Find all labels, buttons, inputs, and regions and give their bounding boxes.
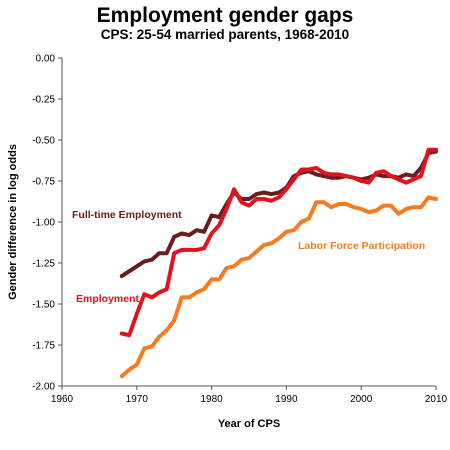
tick-labels: 0.00 -0.25 -0.50 -0.75 -1.00 -1.25 -1.50 -1.75 -…	[32, 54, 447, 406]
x-tick-label: 1960	[51, 394, 74, 405]
y-tick-label: -0.75	[32, 177, 55, 188]
y-tick-label: -1.75	[32, 341, 55, 352]
y-axis-title: Gender difference in log odds	[7, 144, 19, 300]
series-labels: Full-time Employment Employment Labor Forc…	[72, 209, 425, 305]
full-time-employment-label: Full-time Employment	[72, 209, 182, 221]
x-tick-label: 2000	[350, 394, 373, 405]
x-axis-title: Year of CPS	[218, 418, 280, 430]
y-tick-label: -2.00	[32, 382, 55, 393]
employment-line	[119, 147, 438, 338]
employment-label: Employment	[76, 293, 140, 305]
chart-subtitle: CPS: 25-54 married parents, 1968-2010	[100, 27, 350, 42]
x-tick-label: 2010	[425, 394, 448, 405]
x-tick-label: 1990	[275, 394, 298, 405]
full-time-employment-line	[119, 149, 438, 279]
y-tick-label: 0.00	[36, 54, 56, 65]
y-tick-label: -0.50	[32, 136, 55, 147]
x-tick-label: 1970	[126, 394, 149, 405]
series-lines	[119, 147, 438, 379]
x-tick-label: 1980	[200, 394, 223, 405]
y-tick-label: -1.00	[32, 218, 55, 229]
y-tick-label: -1.25	[32, 259, 55, 270]
chart-title: Employment gender gaps	[96, 4, 354, 27]
y-tick-label: -0.25	[32, 95, 55, 106]
labor-force-participation-line	[119, 195, 438, 379]
y-tick-label: -1.50	[32, 300, 55, 311]
labor-force-participation-label: Labor Force Participation	[298, 240, 425, 252]
axes	[58, 57, 437, 390]
